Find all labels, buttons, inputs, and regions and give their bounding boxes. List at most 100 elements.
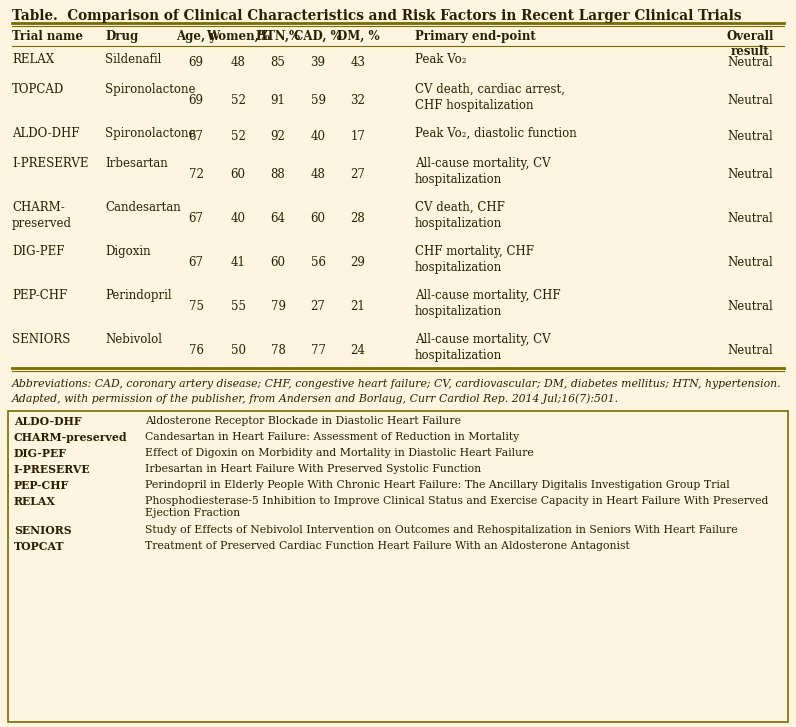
Text: CV death, cardiac arrest,
CHF hospitalization: CV death, cardiac arrest, CHF hospitaliz… xyxy=(415,83,565,112)
Text: All-cause mortality, CHF
hospitalization: All-cause mortality, CHF hospitalization xyxy=(415,289,560,318)
Text: 48: 48 xyxy=(310,167,326,180)
Text: TOPCAT: TOPCAT xyxy=(14,541,64,552)
Text: Neutral: Neutral xyxy=(727,94,773,106)
Text: 60: 60 xyxy=(310,212,326,225)
Text: RELAX: RELAX xyxy=(12,53,54,66)
Text: Trial name: Trial name xyxy=(12,30,83,43)
Text: 67: 67 xyxy=(189,255,204,268)
Text: 91: 91 xyxy=(271,94,286,106)
Text: Neutral: Neutral xyxy=(727,300,773,313)
Text: 88: 88 xyxy=(271,167,286,180)
Text: PEP-CHF: PEP-CHF xyxy=(12,289,67,302)
Text: 27: 27 xyxy=(350,167,365,180)
Text: 56: 56 xyxy=(310,255,326,268)
Text: 17: 17 xyxy=(350,131,365,143)
Text: 29: 29 xyxy=(350,255,365,268)
Text: 55: 55 xyxy=(231,300,245,313)
Text: Candesartan: Candesartan xyxy=(105,201,181,214)
Text: 69: 69 xyxy=(189,57,204,70)
Text: 32: 32 xyxy=(350,94,365,106)
Text: Table.  Comparison of Clinical Characteristics and Risk Factors in Recent Larger: Table. Comparison of Clinical Characteri… xyxy=(12,9,742,23)
Text: Digoxin: Digoxin xyxy=(105,245,150,258)
Text: Treatment of Preserved Cardiac Function Heart Failure With an Aldosterone Antago: Treatment of Preserved Cardiac Function … xyxy=(145,541,630,551)
Text: 27: 27 xyxy=(310,300,326,313)
Text: Neutral: Neutral xyxy=(727,255,773,268)
Text: Nebivolol: Nebivolol xyxy=(105,333,162,346)
Text: 52: 52 xyxy=(231,94,245,106)
Text: Study of Effects of Nebivolol Intervention on Outcomes and Rehospitalization in : Study of Effects of Nebivolol Interventi… xyxy=(145,525,738,535)
Text: ALDO-DHF: ALDO-DHF xyxy=(12,127,80,140)
Text: CHF mortality, CHF
hospitalization: CHF mortality, CHF hospitalization xyxy=(415,245,534,274)
Text: Aldosterone Receptor Blockade in Diastolic Heart Failure: Aldosterone Receptor Blockade in Diastol… xyxy=(145,416,461,426)
Text: DIG-PEF: DIG-PEF xyxy=(12,245,64,258)
Text: CHARM-
preserved: CHARM- preserved xyxy=(12,201,72,230)
Text: PEP-CHF: PEP-CHF xyxy=(14,480,69,491)
Text: CAD, %: CAD, % xyxy=(295,30,341,43)
Text: Spironolactone: Spironolactone xyxy=(105,83,196,96)
Text: Peak Vo₂, diastolic function: Peak Vo₂, diastolic function xyxy=(415,127,577,140)
Text: Spironolactone: Spironolactone xyxy=(105,127,196,140)
Text: 28: 28 xyxy=(350,212,365,225)
Text: Phosphodiesterase-5 Inhibition to Improve Clinical Status and Exercise Capacity : Phosphodiesterase-5 Inhibition to Improv… xyxy=(145,496,768,518)
Text: 67: 67 xyxy=(189,131,204,143)
Text: ALDO-DHF: ALDO-DHF xyxy=(14,416,82,427)
Text: Neutral: Neutral xyxy=(727,167,773,180)
Text: 52: 52 xyxy=(231,131,245,143)
Text: Neutral: Neutral xyxy=(727,343,773,356)
Text: Neutral: Neutral xyxy=(727,212,773,225)
Text: Neutral: Neutral xyxy=(727,131,773,143)
Text: Peak Vo₂: Peak Vo₂ xyxy=(415,53,466,66)
Text: Sildenafil: Sildenafil xyxy=(105,53,162,66)
Text: Candesartan in Heart Failure: Assessment of Reduction in Mortality: Candesartan in Heart Failure: Assessment… xyxy=(145,432,519,442)
Text: HTN,%: HTN,% xyxy=(256,30,301,43)
Text: I-PRESERVE: I-PRESERVE xyxy=(12,157,88,170)
Text: 59: 59 xyxy=(310,94,326,106)
Text: DM, %: DM, % xyxy=(337,30,380,43)
Text: 40: 40 xyxy=(310,131,326,143)
FancyBboxPatch shape xyxy=(8,411,788,722)
Text: 77: 77 xyxy=(310,343,326,356)
Text: SENIORS: SENIORS xyxy=(12,333,70,346)
Text: 43: 43 xyxy=(350,57,365,70)
Text: Age, y: Age, y xyxy=(176,30,216,43)
Text: CV death, CHF
hospitalization: CV death, CHF hospitalization xyxy=(415,201,505,230)
Text: All-cause mortality, CV
hospitalization: All-cause mortality, CV hospitalization xyxy=(415,157,551,186)
Text: Women,%: Women,% xyxy=(206,30,270,43)
Text: Drug: Drug xyxy=(105,30,139,43)
Text: 72: 72 xyxy=(189,167,204,180)
Text: 39: 39 xyxy=(310,57,326,70)
Text: 69: 69 xyxy=(189,94,204,106)
Text: 24: 24 xyxy=(350,343,365,356)
Text: Perindopril in Elderly People With Chronic Heart Failure: The Ancillary Digitali: Perindopril in Elderly People With Chron… xyxy=(145,480,730,490)
Text: 60: 60 xyxy=(271,255,286,268)
Text: 85: 85 xyxy=(271,57,286,70)
Text: Perindopril: Perindopril xyxy=(105,289,172,302)
Text: I-PRESERVE: I-PRESERVE xyxy=(14,464,91,475)
Text: Primary end-point: Primary end-point xyxy=(415,30,536,43)
Text: 92: 92 xyxy=(271,131,286,143)
Text: 40: 40 xyxy=(231,212,245,225)
Text: Irbesartan in Heart Failure With Preserved Systolic Function: Irbesartan in Heart Failure With Preserv… xyxy=(145,464,481,474)
Text: CHARM-preserved: CHARM-preserved xyxy=(14,432,127,443)
Text: Effect of Digoxin on Morbidity and Mortality in Diastolic Heart Failure: Effect of Digoxin on Morbidity and Morta… xyxy=(145,448,534,458)
Text: DIG-PEF: DIG-PEF xyxy=(14,448,67,459)
Text: SENIORS: SENIORS xyxy=(14,525,72,536)
Text: RELAX: RELAX xyxy=(14,496,56,507)
Text: All-cause mortality, CV
hospitalization: All-cause mortality, CV hospitalization xyxy=(415,333,551,362)
Text: Overall
result: Overall result xyxy=(726,30,774,58)
Text: 50: 50 xyxy=(231,343,245,356)
Text: 48: 48 xyxy=(231,57,245,70)
Text: 60: 60 xyxy=(231,167,245,180)
Text: 75: 75 xyxy=(189,300,204,313)
Text: Abbreviations: CAD, coronary artery disease; CHF, congestive heart failure; CV, : Abbreviations: CAD, coronary artery dise… xyxy=(12,379,782,389)
Text: 67: 67 xyxy=(189,212,204,225)
Text: 79: 79 xyxy=(271,300,286,313)
Text: Neutral: Neutral xyxy=(727,57,773,70)
Text: TOPCAD: TOPCAD xyxy=(12,83,64,96)
Text: 76: 76 xyxy=(189,343,204,356)
Text: Adapted, with permission of the publisher, from Andersen and Borlaug, Curr Cardi: Adapted, with permission of the publishe… xyxy=(12,393,619,403)
Text: 21: 21 xyxy=(350,300,365,313)
Text: 41: 41 xyxy=(231,255,245,268)
Text: Irbesartan: Irbesartan xyxy=(105,157,168,170)
Text: 64: 64 xyxy=(271,212,286,225)
